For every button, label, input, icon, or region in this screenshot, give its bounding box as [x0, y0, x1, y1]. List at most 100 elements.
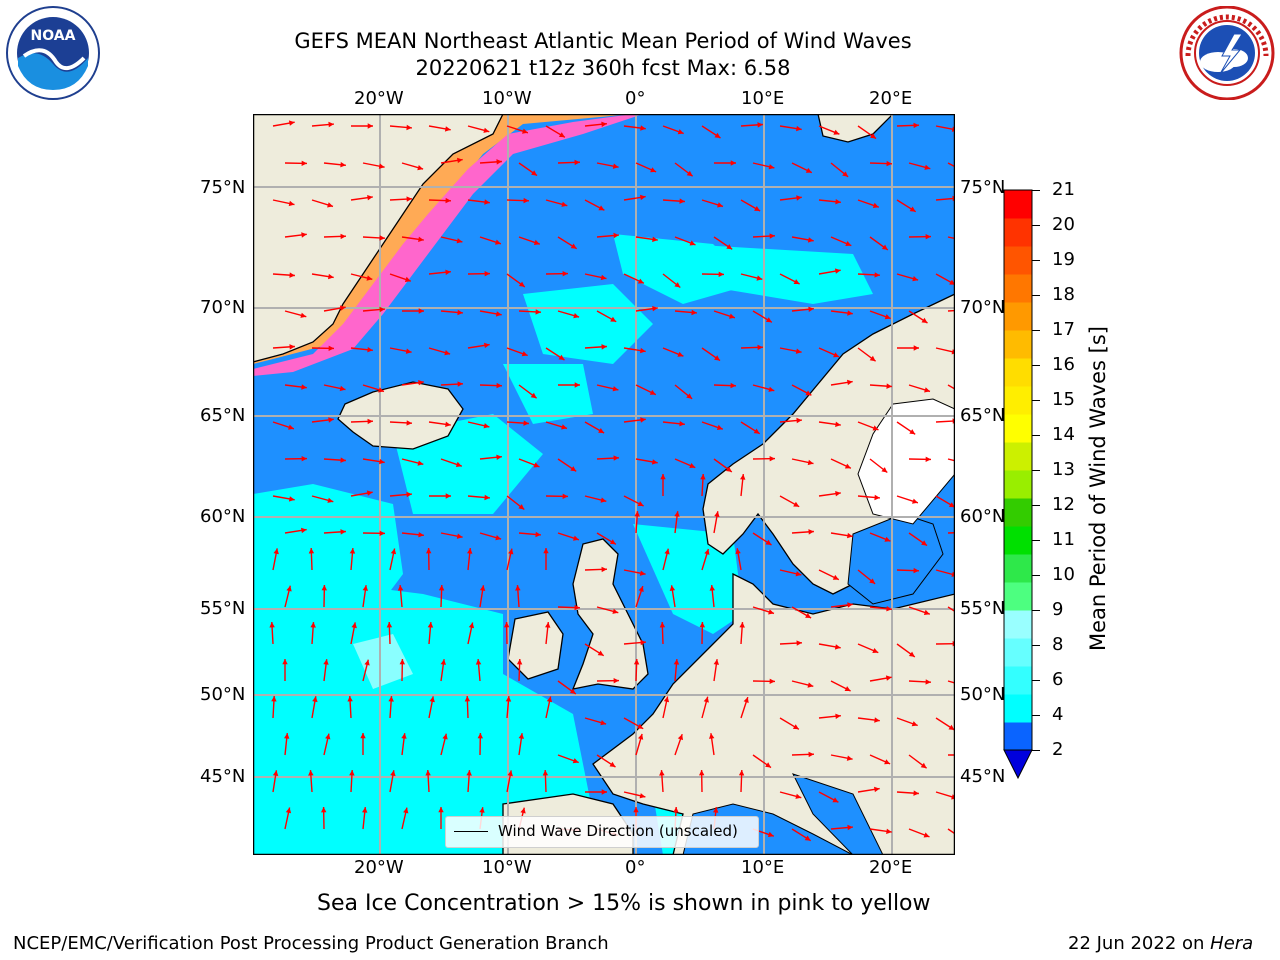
wind-wave-arrowhead — [805, 390, 812, 396]
colorbar-segment — [1004, 610, 1032, 639]
colorbar-segment — [1004, 386, 1032, 415]
wind-wave-arrowhead — [570, 243, 577, 249]
wind-wave-arrowhead — [637, 278, 644, 284]
wind-wave-arrowhead — [808, 306, 814, 312]
map-legend: Wind Wave Direction (unscaled) — [445, 816, 759, 848]
wind-wave-arrowhead — [832, 797, 839, 803]
wind-wave-arrowhead — [546, 696, 553, 703]
wind-wave-arrowhead — [479, 807, 485, 813]
wind-wave-arrowhead — [610, 316, 617, 322]
wind-wave-arrowhead — [612, 163, 619, 169]
wind-wave-arrowhead — [570, 466, 577, 472]
wind-wave-arrowhead — [639, 793, 646, 799]
colorbar-tick-label: 8 — [1052, 634, 1064, 655]
wind-wave-arrowhead — [640, 417, 646, 423]
wind-wave-arrowhead — [477, 733, 483, 739]
colorbar-segment — [1004, 638, 1032, 667]
colorbar-tick-mark — [1032, 714, 1040, 716]
wind-wave-arrowhead — [484, 342, 490, 349]
wind-wave-arrowhead — [378, 163, 385, 169]
wind-wave-arrowhead — [613, 678, 619, 684]
lon-tick-bottom: 0° — [625, 857, 646, 878]
wind-wave-arrowhead — [479, 585, 486, 591]
colorbar-tick-mark — [1032, 609, 1040, 611]
wind-wave-arrowhead — [714, 132, 721, 138]
wind-wave-arrowhead — [949, 279, 955, 285]
wind-wave-arrow — [947, 236, 955, 240]
wind-wave-arrowhead — [709, 585, 715, 591]
colorbar-tick-label: 14 — [1052, 424, 1075, 445]
lat-tick-left: 60°N — [200, 506, 246, 527]
wind-wave-arrowhead — [399, 659, 405, 665]
wind-wave-arrowhead — [483, 423, 490, 429]
wind-wave-arrowhead — [923, 832, 930, 838]
wind-wave-arrowhead — [495, 239, 501, 245]
wind-wave-arrowhead — [301, 160, 307, 166]
wind-wave-arrowhead — [367, 347, 373, 353]
wind-wave-arrowhead — [756, 275, 763, 281]
wind-wave-arrowhead — [289, 344, 295, 350]
wind-wave-arrowhead — [796, 125, 802, 132]
colorbar-tick-label: 11 — [1052, 529, 1075, 550]
wind-wave-arrowhead — [533, 239, 540, 245]
wind-wave-arrowhead — [598, 205, 605, 211]
wind-wave-arrowhead — [406, 196, 412, 202]
colorbar-segment — [1004, 246, 1032, 275]
wind-wave-arrowhead — [444, 126, 451, 132]
wind-wave-arrowhead — [321, 807, 327, 813]
wind-wave-arrowhead — [847, 824, 853, 831]
colorbar-tick-label: 10 — [1052, 564, 1075, 585]
wind-wave-arrowhead — [847, 310, 853, 316]
wind-wave-arrowhead — [753, 428, 760, 434]
colorbar-tick-label: 18 — [1052, 284, 1075, 305]
colorbar-segment — [1004, 694, 1032, 723]
wind-wave-arrowhead — [700, 474, 706, 480]
wind-wave-arrowhead — [884, 759, 891, 765]
wind-wave-arrowhead — [390, 770, 396, 777]
colorbar-tick-label: 4 — [1052, 704, 1064, 725]
wind-wave-arrowhead — [601, 121, 607, 127]
colorbar-segment — [1004, 442, 1032, 471]
wind-wave-arrowhead — [754, 206, 761, 211]
wind-wave-arrowhead — [569, 688, 576, 694]
wind-wave-arrowhead — [677, 734, 683, 741]
wind-wave-arrowhead — [686, 393, 693, 399]
wind-wave-arrowhead — [418, 380, 424, 386]
wind-wave-arrowhead — [484, 494, 490, 501]
wind-wave-arrowhead — [874, 494, 880, 501]
wind-wave-arrowhead — [340, 162, 346, 168]
wind-wave-arrowhead — [609, 539, 616, 545]
colorbar-tick-mark — [1032, 644, 1040, 646]
wind-wave-arrowhead — [542, 770, 549, 776]
wind-wave-arrowhead — [795, 793, 802, 799]
wind-wave-arrowhead — [561, 424, 567, 430]
wind-wave-arrowhead — [796, 195, 802, 201]
wind-wave-arrowhead — [288, 424, 294, 430]
wind-wave-arrowhead — [669, 585, 676, 591]
wind-wave-arrowhead — [597, 650, 604, 656]
wind-wave-arrow — [947, 458, 955, 462]
wind-wave-arrowhead — [328, 417, 334, 423]
wind-wave-arrowhead — [835, 713, 841, 719]
wind-wave-arrowhead — [796, 417, 802, 424]
wind-wave-arrowhead — [379, 235, 385, 241]
chart-title: GEFS MEAN Northeast Atlantic Mean Period… — [294, 29, 912, 53]
wind-wave-arrowhead — [561, 201, 568, 207]
wind-wave-arrowhead — [445, 197, 451, 204]
colorbar-tick-mark — [1032, 749, 1040, 751]
wind-wave-arrowhead — [379, 458, 385, 465]
wind-wave-arrowhead — [765, 762, 771, 768]
wind-wave-arrowhead — [521, 351, 528, 357]
wind-wave-arrowhead — [844, 463, 851, 469]
lat-tick-left: 50°N — [200, 684, 246, 705]
wind-wave-arrowhead — [835, 199, 841, 205]
wind-wave-arrowhead — [835, 491, 841, 497]
wind-wave-arrowhead — [846, 755, 853, 761]
wind-wave-arrowhead — [612, 386, 619, 392]
wind-wave-arrowhead — [834, 644, 841, 650]
wind-wave-arrowhead — [769, 678, 775, 684]
wind-wave-arrowhead — [507, 770, 513, 777]
wind-wave-arrowhead — [886, 160, 892, 167]
lat-tick-right: 75°N — [960, 177, 1006, 198]
colorbar-segment — [1004, 414, 1032, 443]
